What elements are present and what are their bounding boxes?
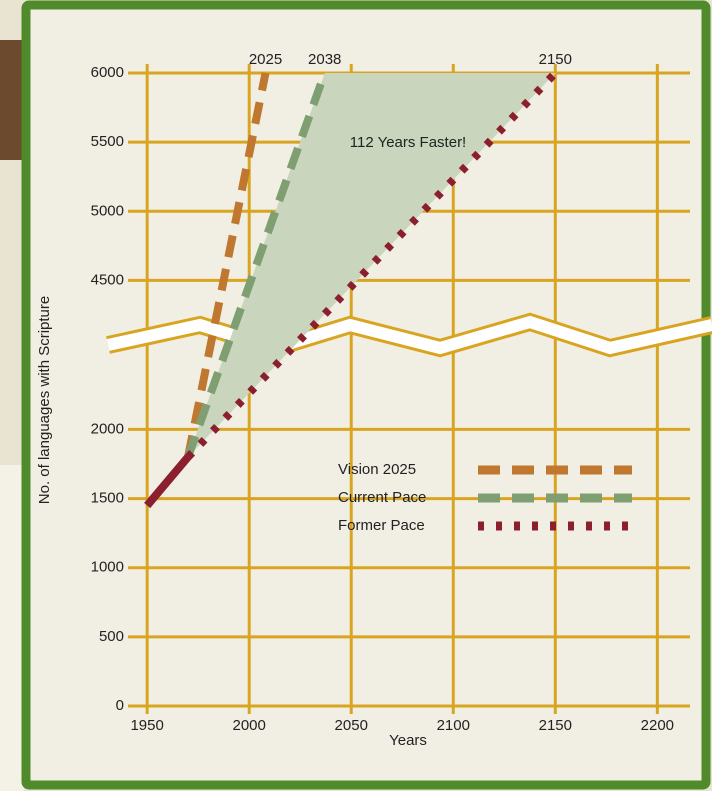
end-label: 2025 <box>249 51 282 68</box>
photo-fragment <box>0 40 24 160</box>
y-tick-label: 500 <box>99 628 124 645</box>
y-tick-label: 0 <box>116 697 124 714</box>
x-tick-label: 2200 <box>641 717 674 734</box>
y-tick-label: 5000 <box>91 202 124 219</box>
x-tick-label: 2150 <box>539 717 572 734</box>
legend-label: Current Pace <box>338 489 426 506</box>
side-panel <box>0 465 24 791</box>
x-tick-label: 2050 <box>335 717 368 734</box>
legend-label: Vision 2025 <box>338 461 416 478</box>
x-axis-label: Years <box>389 732 427 749</box>
y-tick-label: 4500 <box>91 271 124 288</box>
legend-label: Former Pace <box>338 517 425 534</box>
x-tick-label: 2000 <box>233 717 266 734</box>
x-tick-label: 1950 <box>130 717 163 734</box>
chart: 112 Years Faster! Years No. of languages… <box>0 0 712 791</box>
y-tick-label: 5500 <box>91 133 124 150</box>
x-tick-label: 2100 <box>437 717 470 734</box>
page: 112 Years Faster! Years No. of languages… <box>0 0 712 791</box>
y-tick-label: 2000 <box>91 420 124 437</box>
y-tick-label: 1000 <box>91 559 124 576</box>
end-label: 2150 <box>539 51 572 68</box>
annotation: 112 Years Faster! <box>350 134 466 151</box>
y-tick-label: 1500 <box>91 490 124 507</box>
y-tick-label: 6000 <box>91 64 124 81</box>
y-axis-label: No. of languages with Scripture <box>36 296 53 504</box>
end-label: 2038 <box>308 51 341 68</box>
